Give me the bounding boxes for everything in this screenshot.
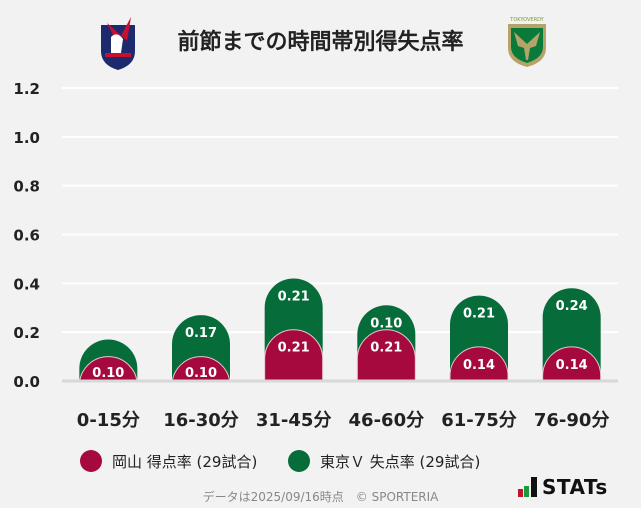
bar-okayama <box>264 329 324 380</box>
legend-swatch-okayama <box>80 450 102 472</box>
x-category-label: 76-90分 <box>534 410 610 431</box>
data-label-tokyo-v: 0.21 <box>278 289 310 304</box>
data-label-okayama: 0.10 <box>92 366 124 381</box>
y-tick-label: 0.2 <box>13 324 40 342</box>
svg-text:TOKYOVERDY: TOKYOVERDY <box>509 17 544 23</box>
x-category-label: 31-45分 <box>256 410 332 431</box>
bar-okayama <box>542 346 602 380</box>
bar-okayama <box>356 329 416 380</box>
fagiano-okayama-logo <box>101 17 135 70</box>
y-tick-label: 0.6 <box>13 227 40 245</box>
data-label-tokyo-v: 0.21 <box>463 307 495 322</box>
legend-label-tokyo-v: 東京Ｖ 失点率 (29試合) <box>320 452 481 471</box>
y-tick-label: 1.2 <box>13 80 40 98</box>
x-category-label: 61-75分 <box>441 410 517 431</box>
bar-chart: 0.0 0.2 0.4 0.6 0.8 1.0 1.2 0.10 0-15分 0.10 0.17 16… <box>13 80 618 431</box>
data-label-okayama: 0.10 <box>185 366 217 381</box>
y-tick-label: 1.0 <box>13 129 40 147</box>
y-tick-label: 0.4 <box>13 275 40 293</box>
data-label-okayama: 0.21 <box>278 341 310 356</box>
chart-title: 前節までの時間帯別得失点率 <box>177 30 464 55</box>
data-label-tokyo-v: 0.17 <box>185 326 217 341</box>
legend-item-tokyo-v: 東京Ｖ 失点率 (29試合) <box>288 450 480 472</box>
stats-bars-icon <box>518 477 537 497</box>
data-label-tokyo-v: 0.24 <box>556 299 588 314</box>
x-category-label: 16-30分 <box>163 410 239 431</box>
legend-item-okayama: 岡山 得点率 (29試合) <box>80 450 257 472</box>
x-category-label: 46-60分 <box>349 410 425 431</box>
data-label-okayama: 0.21 <box>370 341 402 356</box>
data-label-tokyo-v: 0.10 <box>370 316 402 331</box>
x-category-label: 0-15分 <box>77 410 140 431</box>
stats-brand-logo: STATs <box>518 477 608 497</box>
tokyo-verdy-logo: TOKYOVERDY <box>508 17 546 67</box>
data-label-okayama: 0.14 <box>463 358 495 373</box>
legend-label-okayama: 岡山 得点率 (29試合) <box>112 452 258 471</box>
y-tick-label: 0.0 <box>13 373 40 391</box>
bar-okayama <box>78 356 138 380</box>
stats-brand-text: STATs <box>542 475 608 499</box>
bar-okayama <box>449 346 509 380</box>
legend-swatch-tokyo-v <box>288 450 310 472</box>
footer-note: データは2025/09/16時点 © SPORTERIA <box>202 490 439 504</box>
data-label-okayama: 0.14 <box>556 358 588 373</box>
y-tick-label: 0.8 <box>13 178 40 196</box>
bar-okayama <box>171 356 231 380</box>
